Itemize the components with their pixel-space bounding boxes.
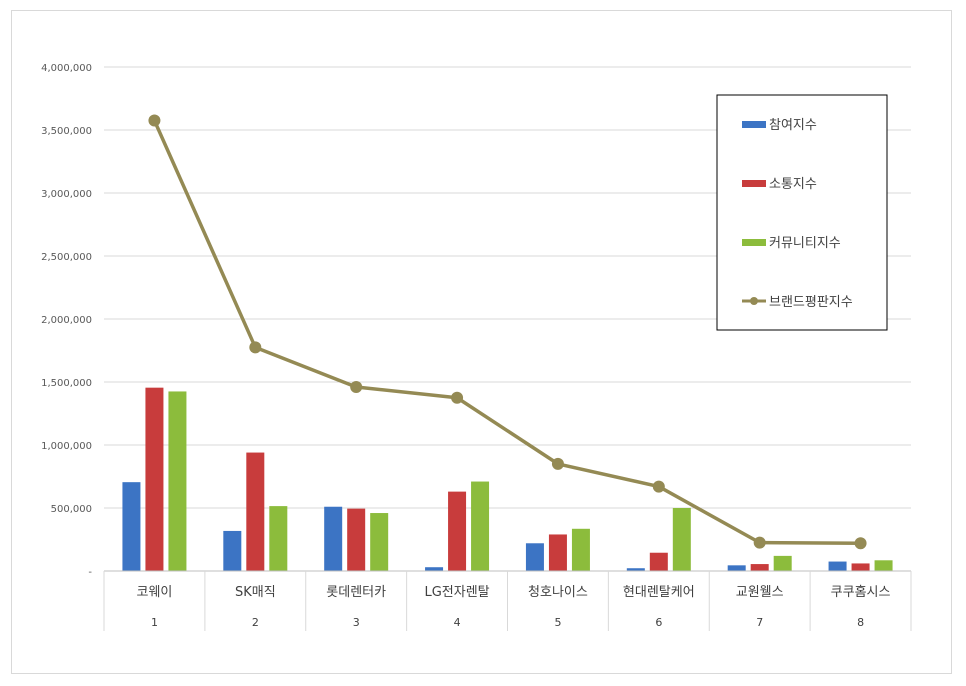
legend-marker [750, 297, 758, 305]
bar [223, 530, 242, 571]
bar [874, 560, 893, 571]
x-category-label: 쿠쿠홈시스 [831, 585, 891, 600]
x-rank-label: 2 [252, 616, 259, 629]
legend-label: 소통지수 [769, 177, 817, 192]
legend-swatch [742, 180, 766, 187]
bar [626, 568, 645, 571]
x-category-label: 코웨이 [136, 585, 172, 600]
y-tick-label: 3,500,000 [41, 126, 92, 137]
x-rank-label: 7 [756, 616, 763, 629]
y-tick-label: 1,500,000 [41, 378, 92, 389]
bar [750, 564, 769, 571]
legend-label: 참여지수 [769, 118, 817, 133]
y-tick-label: 2,500,000 [41, 252, 92, 263]
legend-label: 커뮤니티지수 [769, 236, 841, 251]
bar [324, 506, 343, 571]
x-category-label: SK매직 [235, 585, 276, 600]
legend-swatch [742, 239, 766, 246]
bar [851, 563, 870, 571]
x-axis: 코웨이 1 SK매직 2 롯데렌터카 3 LG전자렌탈 4 청호나이스 5 현대렌탈케어 6 교원웰스 7… [103, 570, 912, 631]
line-point [652, 480, 665, 493]
x-category-label: 청호나이스 [528, 585, 588, 600]
x-rank-label: 1 [151, 616, 158, 629]
bar [571, 528, 590, 571]
y-tick-label: 500,000 [51, 504, 92, 515]
legend-swatch [742, 121, 766, 128]
bar [672, 508, 691, 571]
y-tick-label: 4,000,000 [41, 63, 92, 74]
x-rank-label: 6 [655, 616, 662, 629]
line-point [551, 457, 564, 470]
y-tick-label: 1,000,000 [41, 441, 92, 452]
y-tick-label: 2,000,000 [41, 315, 92, 326]
line-path [152, 119, 861, 546]
x-category-label: 교원웰스 [736, 585, 784, 600]
x-category-label: 롯데렌터카 [326, 585, 386, 600]
line-point [148, 114, 161, 127]
bar [370, 513, 389, 571]
x-category-label: LG전자렌탈 [424, 585, 489, 600]
x-rank-label: 8 [857, 616, 864, 629]
bar-marks [122, 387, 893, 571]
bar [773, 555, 792, 571]
line-point [350, 381, 363, 394]
x-rank-label: 3 [353, 616, 360, 629]
bar [548, 534, 567, 571]
bar [828, 561, 847, 571]
bar [246, 452, 265, 571]
bar [448, 491, 467, 571]
line-point [753, 536, 766, 549]
y-tick-label: 3,000,000 [41, 189, 92, 200]
x-rank-label: 5 [554, 616, 561, 629]
bar [347, 508, 366, 571]
bar [425, 567, 444, 571]
line-series [148, 114, 867, 550]
legend-box [716, 94, 888, 331]
y-tick-label: - [88, 567, 92, 578]
line-point [249, 341, 262, 354]
line-point [451, 391, 464, 404]
legend-label: 브랜드평판지수 [769, 295, 853, 310]
x-category-label: 현대렌탈케어 [623, 585, 695, 600]
bar [471, 481, 490, 571]
bar [649, 552, 668, 571]
bar [145, 387, 164, 571]
bar [269, 506, 288, 571]
bar [168, 391, 187, 571]
x-rank-label: 4 [454, 616, 461, 629]
line-point [854, 537, 867, 550]
bar [122, 482, 141, 571]
y-axis: - 500,000 1,000,000 1,500,000 2,000,000 2,500… [41, 63, 92, 578]
bar [727, 565, 746, 571]
bar [525, 543, 544, 571]
